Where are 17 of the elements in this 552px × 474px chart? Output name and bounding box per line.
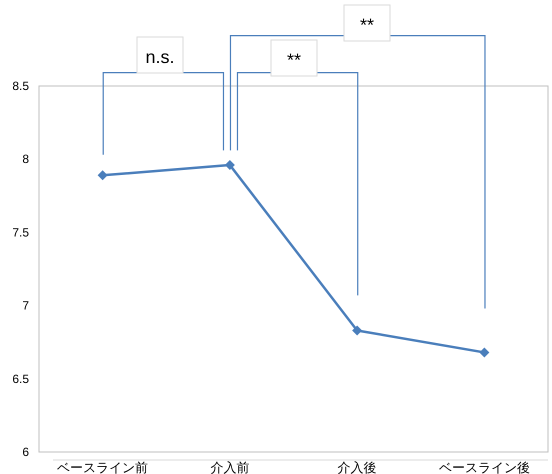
text: **: [286, 50, 302, 70]
text: **: [360, 15, 374, 35]
y-tick-label: 6: [22, 445, 30, 459]
x-tick-label: 介入前: [210, 460, 250, 474]
y-tick-label: 7: [22, 298, 30, 313]
text: n.s.: [145, 47, 175, 67]
y-tick-label: 8: [22, 152, 30, 166]
y-tick-label: 6.5: [12, 372, 30, 386]
x-tick-label: ベースライン後: [438, 460, 530, 474]
point: [98, 170, 108, 180]
point: [352, 325, 362, 336]
point: [224, 160, 235, 170]
y-tick-label: 7.5: [12, 225, 30, 240]
x-tick-label: ベースライン前: [57, 460, 148, 474]
point: [479, 347, 490, 358]
y-tick-label: 8.5: [12, 79, 30, 93]
x-tick-label: 介入後: [338, 460, 377, 474]
